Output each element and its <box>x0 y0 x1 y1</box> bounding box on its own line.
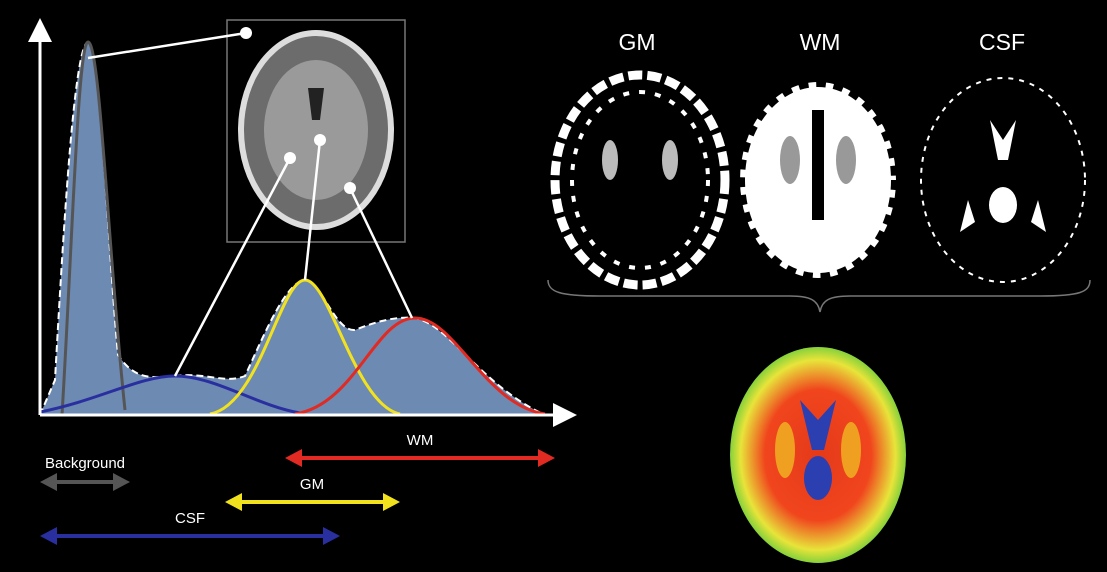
range-arrows <box>40 449 555 545</box>
mri-ventricle <box>308 88 324 120</box>
histogram-area <box>40 42 545 415</box>
connector-dot <box>284 152 296 164</box>
csf-map-ventricle <box>989 187 1017 223</box>
wm-curve <box>294 316 546 416</box>
mri-white-matter <box>264 60 368 200</box>
gm-map-nucleus <box>662 140 678 180</box>
map-label: WM <box>800 29 841 55</box>
map-label: CSF <box>979 29 1025 55</box>
mri-frame <box>226 19 406 243</box>
brace <box>547 279 1091 313</box>
combined-map-ventricle <box>800 400 836 450</box>
combined-map-ventricle <box>804 456 832 500</box>
connector-dot <box>314 134 326 146</box>
wm-map-midline <box>812 110 824 220</box>
wm-map-nucleus <box>780 136 800 184</box>
range-label: GM <box>300 476 324 493</box>
combined-map <box>730 347 906 563</box>
range-label: Background <box>45 455 125 472</box>
background-curve <box>60 40 127 416</box>
connector-dot <box>240 27 252 39</box>
csf-map <box>920 77 1086 283</box>
csf-map-ventricle <box>990 120 1016 160</box>
csf-map-horns <box>960 200 1046 232</box>
combined-map-nucleus <box>841 422 861 478</box>
range-label: CSF <box>175 510 205 527</box>
connector <box>348 187 414 319</box>
wm-map-sulci <box>735 77 901 283</box>
connector <box>303 139 322 281</box>
gm-map-nucleus <box>602 140 618 180</box>
gm-map <box>550 70 730 290</box>
gm-map-folds <box>570 90 710 270</box>
combined-map-nucleus <box>775 422 795 478</box>
range-label: WM <box>407 432 434 449</box>
wm-map-nucleus <box>836 136 856 184</box>
connector <box>87 31 247 60</box>
connector <box>173 157 292 377</box>
connector-dot <box>344 182 356 194</box>
map-label: GM <box>618 29 655 55</box>
histogram-envelope <box>39 40 546 416</box>
